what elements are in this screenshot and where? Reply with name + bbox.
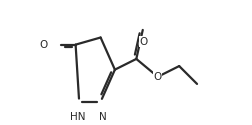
Text: HN: HN — [69, 112, 85, 122]
Text: O: O — [40, 40, 48, 50]
Text: N: N — [98, 112, 106, 122]
Text: O: O — [153, 72, 161, 82]
Text: O: O — [139, 37, 147, 47]
